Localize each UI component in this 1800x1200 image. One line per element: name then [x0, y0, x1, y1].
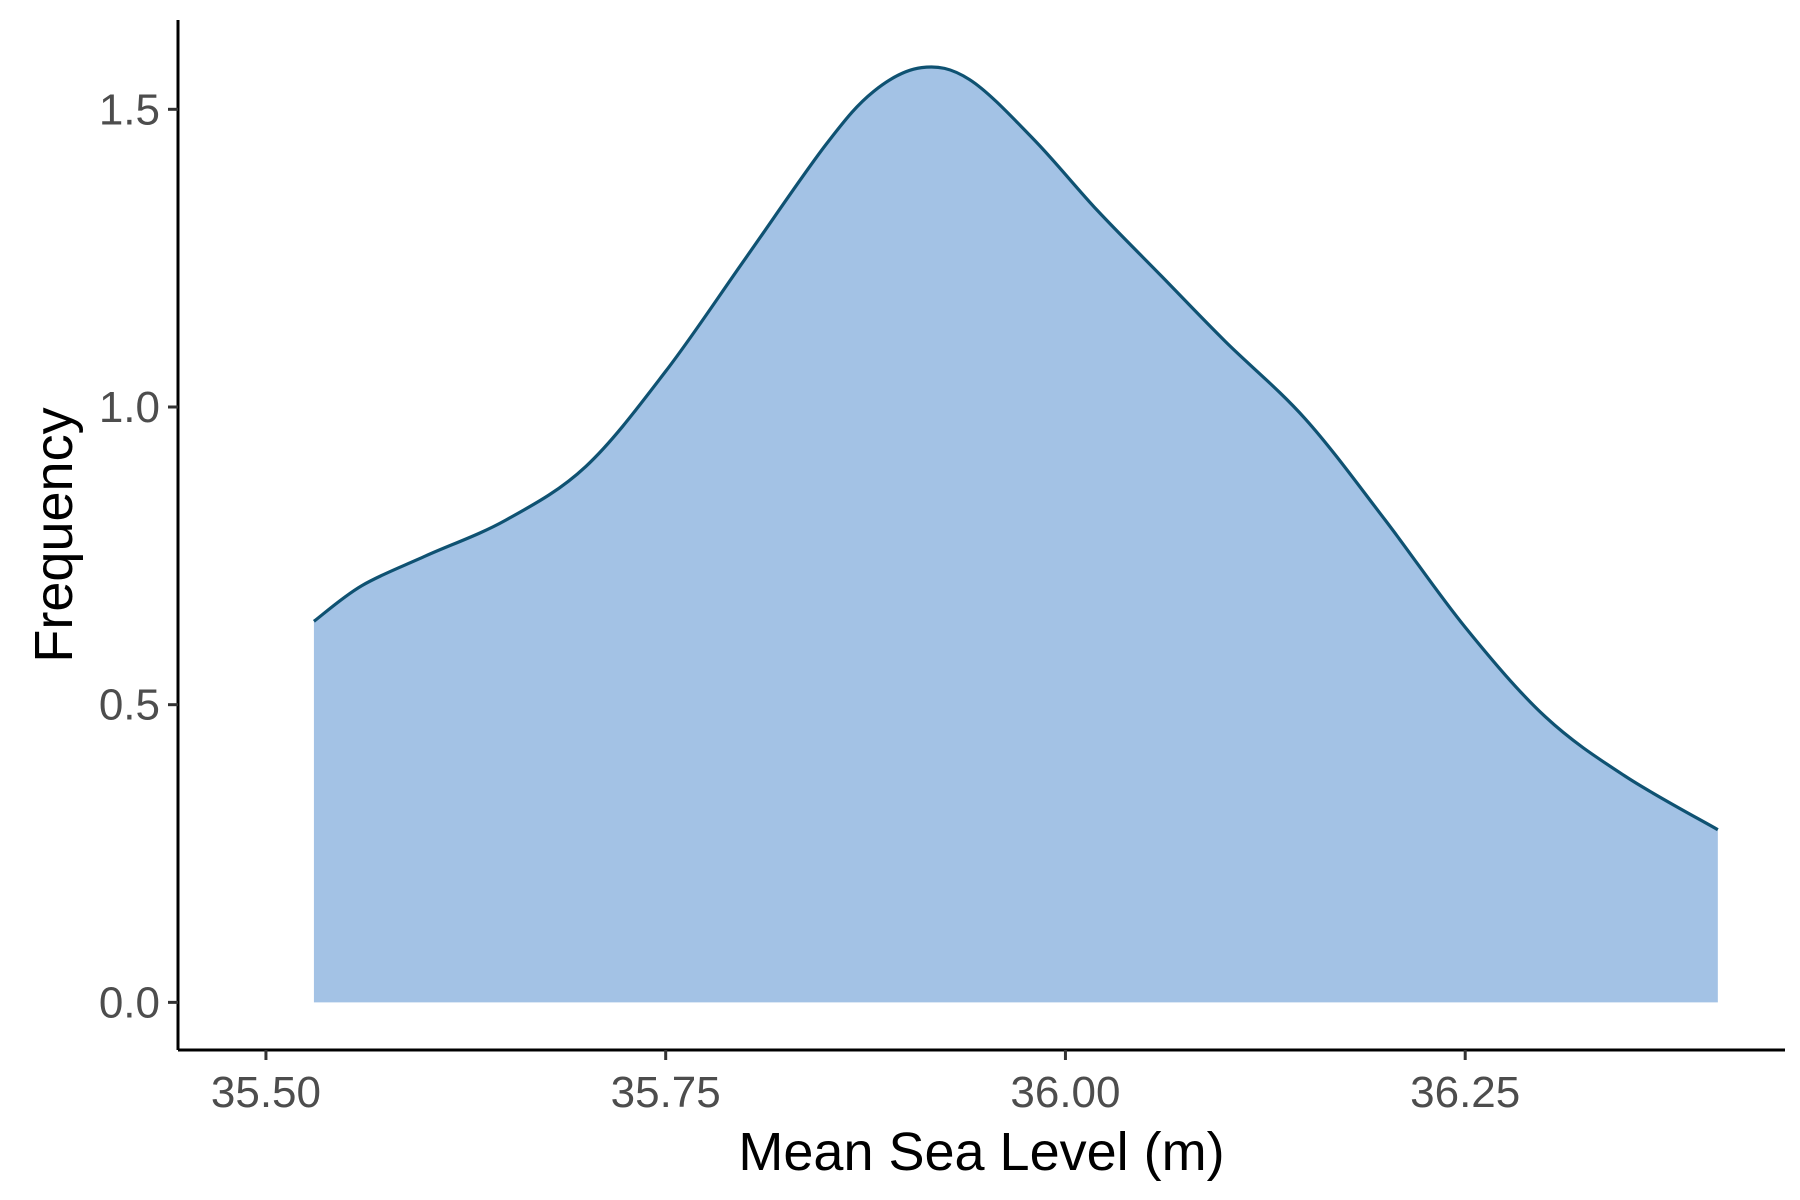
y-tick-label: 0.5 — [99, 681, 160, 730]
x-tick-label: 36.25 — [1410, 1068, 1520, 1117]
x-tick-label: 36.00 — [1010, 1068, 1120, 1117]
x-tick-label: 35.50 — [211, 1068, 321, 1117]
y-tick-label: 1.5 — [99, 85, 160, 134]
density-area — [313, 66, 1718, 1003]
y-tick-label: 1.0 — [99, 383, 160, 432]
density-line — [312, 65, 1719, 832]
y-axis-title: Frequency — [24, 407, 84, 662]
x-axis-title: Mean Sea Level (m) — [738, 1122, 1224, 1182]
x-tick-label: 35.75 — [611, 1068, 721, 1117]
y-tick-label: 0.0 — [99, 978, 160, 1027]
axes: 0.0 0.5 1.0 1.5 35.50 35.75 36.00 36.25 — [99, 20, 1785, 1117]
plot-area — [312, 65, 1719, 1003]
